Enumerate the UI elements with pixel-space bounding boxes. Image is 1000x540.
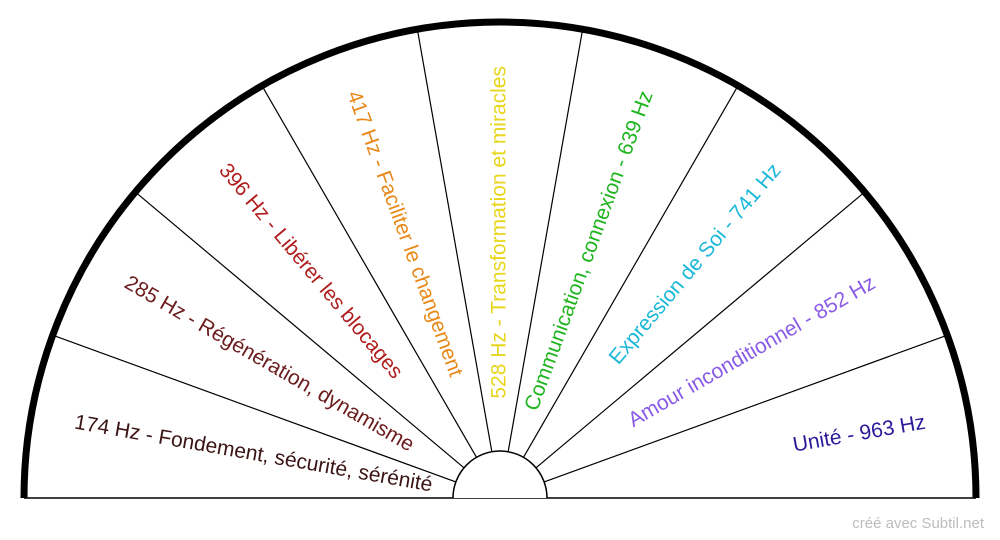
segment-divider (134, 191, 465, 469)
segment-divider (52, 334, 457, 483)
segment-divider (507, 29, 584, 452)
segment-divider (261, 85, 478, 458)
segment-label: Unité - 963 Hz (791, 411, 927, 457)
segment-divider (416, 29, 493, 452)
segment-dividers (52, 29, 948, 483)
segment-divider (522, 85, 739, 458)
outer-arc (20, 18, 980, 499)
credit-text: créé avec Subtil.net (852, 515, 984, 532)
segment-divider (543, 334, 948, 483)
segment-label: 528 Hz - Transformation et miracles (488, 66, 511, 399)
segment-label: Communication, connexion - 639 Hz (520, 88, 657, 414)
segment-divider (535, 191, 866, 469)
center-hub (452, 450, 548, 499)
